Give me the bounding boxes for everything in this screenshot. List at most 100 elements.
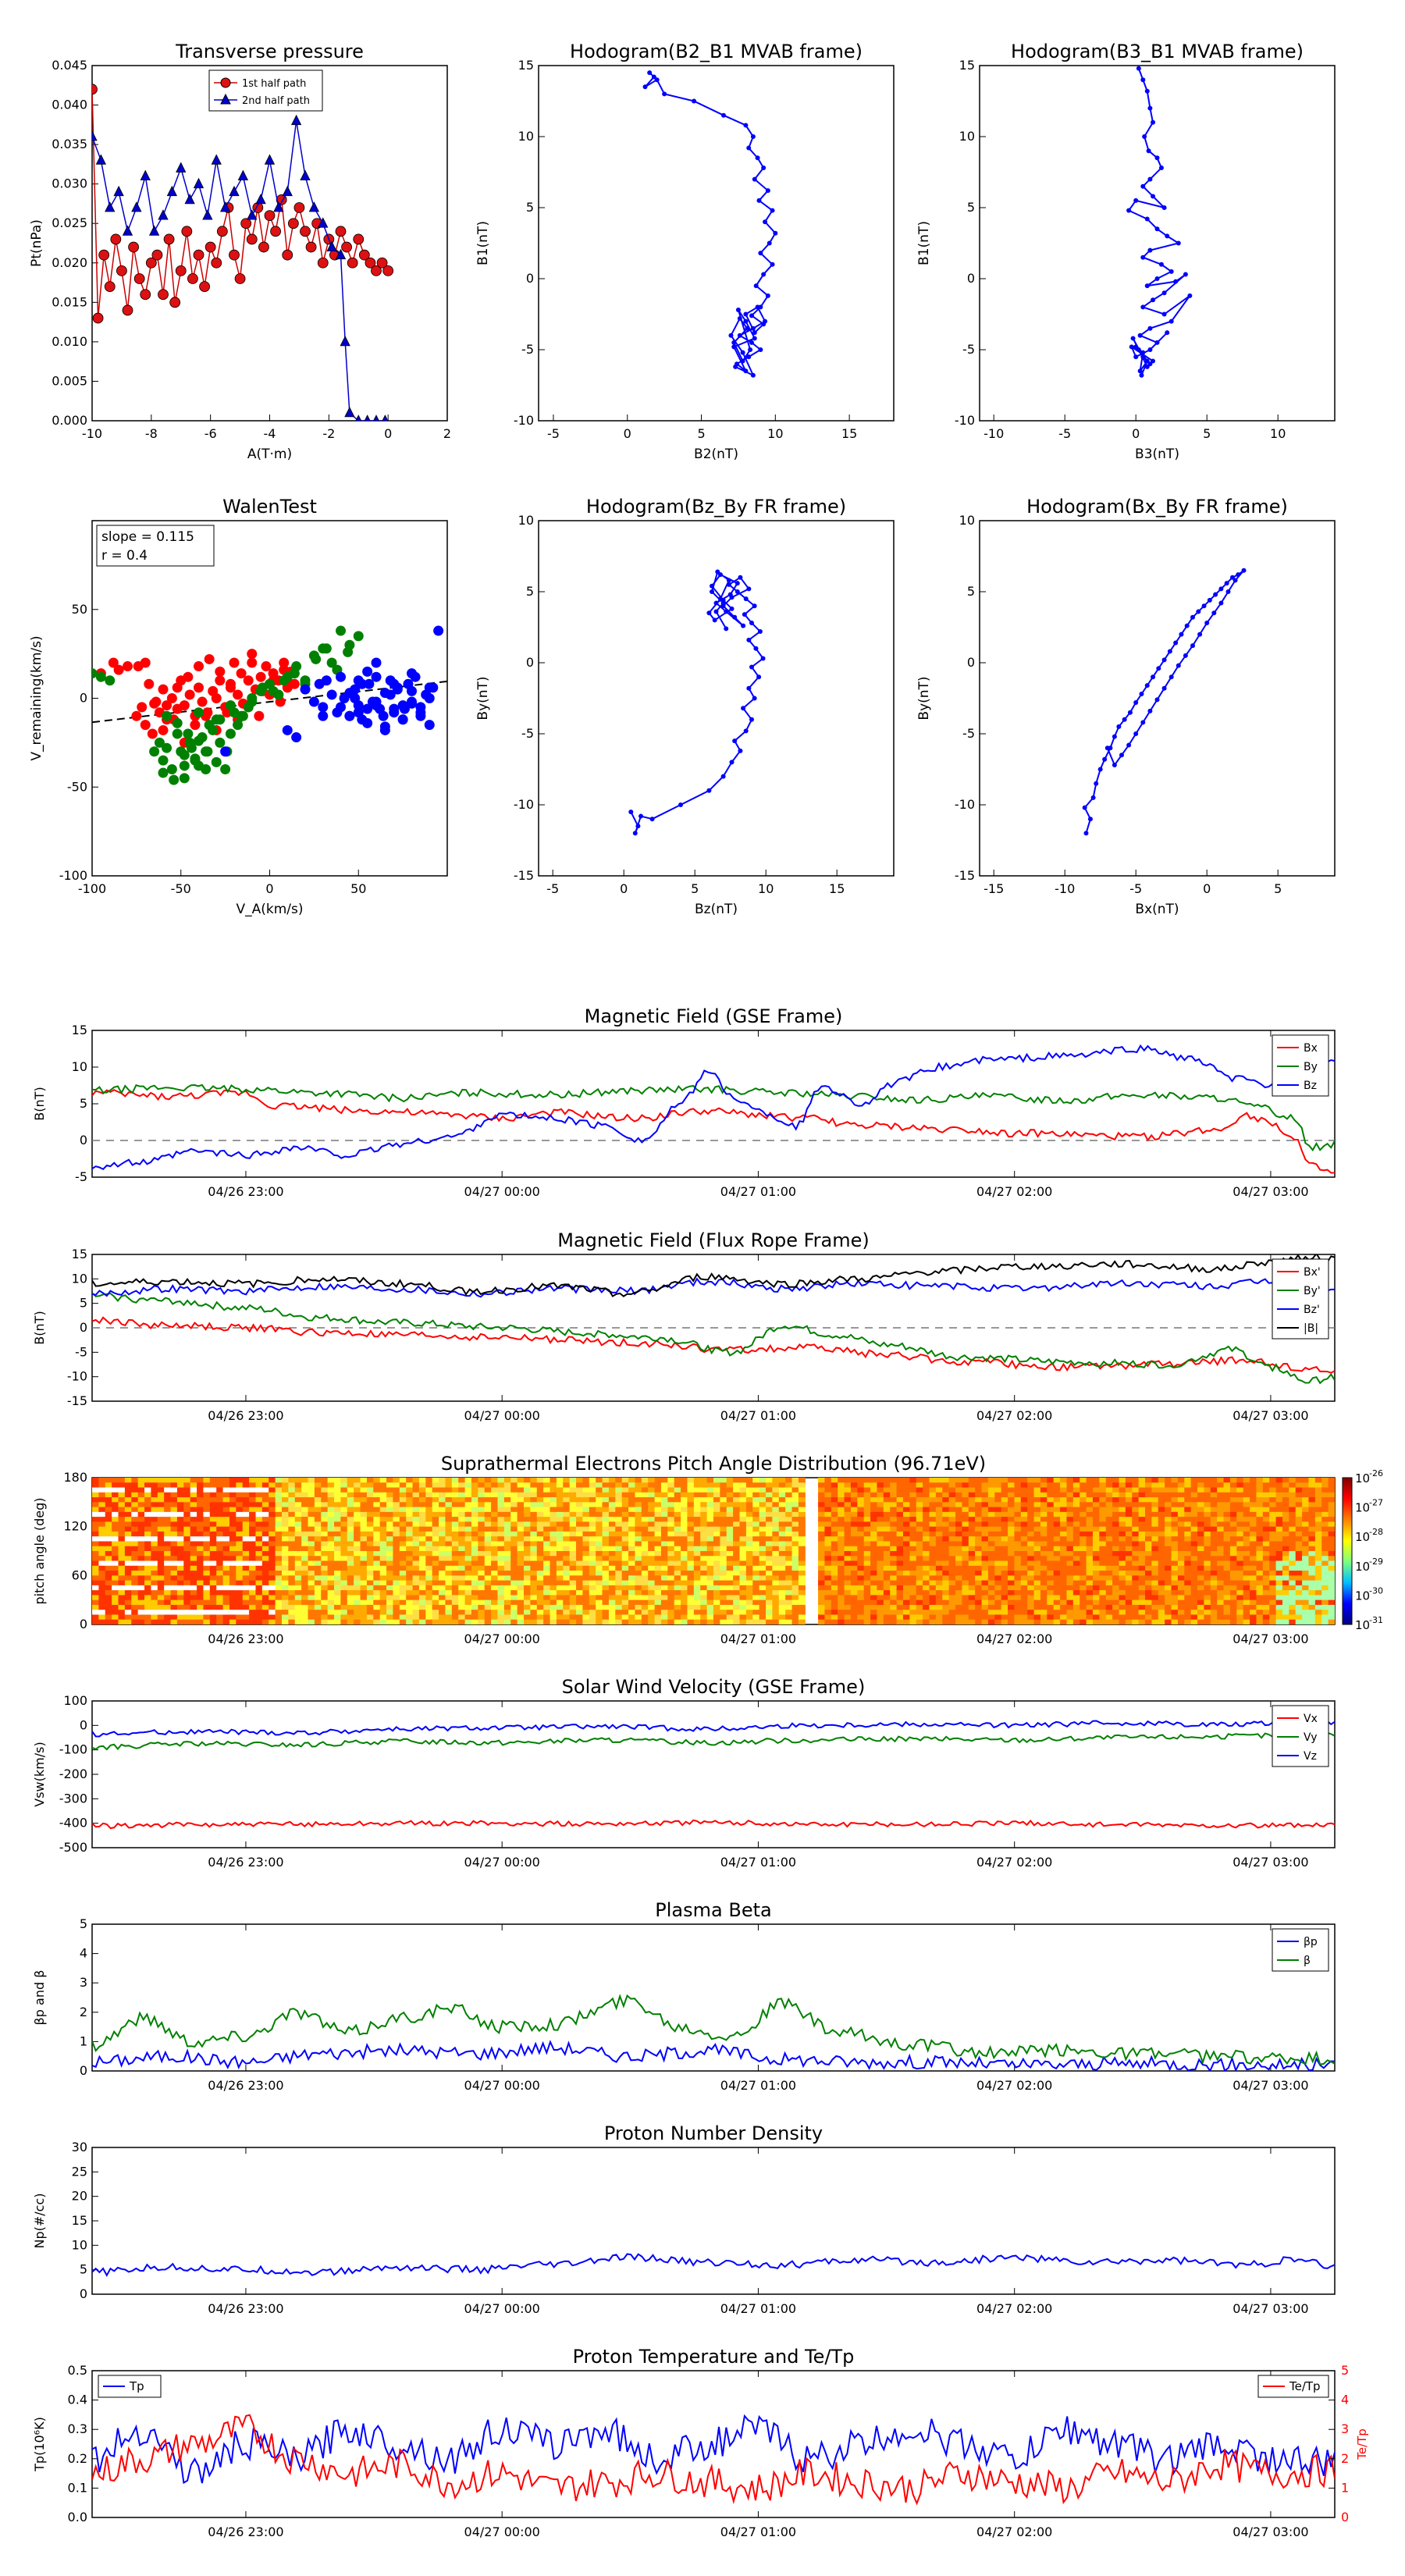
heat-cell: [222, 1541, 230, 1547]
heat-cell: [464, 1599, 472, 1606]
heat-cell: [641, 1546, 649, 1552]
heat-cell: [556, 1565, 564, 1571]
heat-cell: [994, 1580, 1002, 1586]
heat-cell: [1008, 1565, 1016, 1571]
heat-cell: [373, 1478, 381, 1483]
heat-cell: [222, 1590, 230, 1596]
heat-cell: [556, 1571, 564, 1576]
data-point: [179, 700, 190, 711]
heat-cell: [890, 1526, 898, 1532]
heat-cell: [706, 1531, 714, 1537]
data-point: [1112, 763, 1117, 768]
heat-cell: [733, 1482, 741, 1489]
data-point: [282, 249, 293, 261]
heat-cell: [1008, 1556, 1016, 1562]
heat-cell: [190, 1610, 197, 1616]
heat-cell: [379, 1482, 387, 1489]
heat-cell: [386, 1497, 394, 1503]
heat-cell: [209, 1560, 217, 1567]
heat-cell: [909, 1551, 917, 1557]
data-point: [724, 626, 729, 632]
heat-cell: [406, 1585, 414, 1591]
heat-cell: [909, 1585, 917, 1591]
heat-cell: [321, 1580, 329, 1586]
heat-cell: [261, 1482, 269, 1489]
heat-cell: [909, 1478, 917, 1483]
heat-cell: [170, 1536, 178, 1542]
heat-cell: [543, 1531, 551, 1537]
heat-cell: [301, 1531, 309, 1537]
heat-cell: [190, 1546, 197, 1552]
legend-label: Bx': [1304, 1266, 1321, 1279]
heat-cell: [615, 1619, 623, 1624]
heat-cell: [1014, 1526, 1022, 1532]
heat-cell: [818, 1541, 826, 1547]
heat-cell: [406, 1590, 414, 1596]
heat-cell: [589, 1521, 596, 1528]
heat-cell: [569, 1536, 577, 1542]
heat-cell: [255, 1571, 263, 1576]
heat-cell: [98, 1502, 106, 1508]
heat-cell: [720, 1560, 727, 1567]
heat-cell: [124, 1614, 132, 1621]
heat-cell: [530, 1507, 538, 1513]
heat-cell: [883, 1610, 891, 1616]
heat-cell: [432, 1599, 439, 1606]
heat-cell: [334, 1585, 341, 1591]
heat-cell: [360, 1565, 368, 1571]
heat-cell: [379, 1521, 387, 1528]
heat-cell: [288, 1482, 296, 1489]
heat-cell: [850, 1599, 858, 1606]
heat-cell: [412, 1556, 420, 1562]
heat-cell: [301, 1614, 309, 1621]
heat-cell: [641, 1478, 649, 1483]
data-point: [706, 788, 712, 793]
y-tick-label: 0: [526, 271, 534, 286]
heat-cell: [524, 1551, 531, 1557]
heat-cell: [909, 1619, 917, 1624]
heat-cell: [745, 1599, 753, 1606]
heat-cell: [706, 1502, 714, 1508]
heat-cell: [890, 1551, 898, 1557]
heat-cell: [720, 1619, 727, 1624]
heat-cell: [824, 1556, 832, 1562]
heat-cell: [766, 1541, 774, 1547]
heat-cell: [249, 1497, 257, 1503]
heat-cell: [857, 1599, 865, 1606]
heat-cell: [569, 1507, 577, 1513]
heat-cell: [713, 1556, 720, 1562]
heat-cell: [955, 1619, 962, 1624]
heat-cell: [261, 1526, 269, 1532]
data-point: [219, 201, 231, 212]
heat-cell: [261, 1546, 269, 1552]
heat-cell: [308, 1595, 315, 1601]
heat-cell: [530, 1580, 538, 1586]
heat-cell: [255, 1556, 263, 1562]
heat-cell: [236, 1507, 244, 1513]
heat-cell: [706, 1517, 714, 1522]
heat-cell: [543, 1517, 551, 1522]
heat-cell: [955, 1575, 962, 1582]
data-point: [350, 693, 361, 703]
heat-cell: [530, 1599, 538, 1606]
heat-cell: [975, 1604, 983, 1610]
heat-cell: [229, 1610, 237, 1616]
heat-cell: [674, 1497, 681, 1503]
heat-cell: [524, 1541, 531, 1547]
data-point: [1173, 279, 1179, 284]
heat-cell: [621, 1517, 629, 1522]
heat-cell: [92, 1511, 99, 1517]
heat-cell: [902, 1580, 910, 1586]
heat-cell: [144, 1590, 152, 1596]
heat-cell: [399, 1531, 407, 1537]
heat-cell: [700, 1610, 708, 1616]
heat-cell: [700, 1517, 708, 1522]
heat-cell: [909, 1595, 917, 1601]
heat-cell: [857, 1531, 865, 1537]
data-point: [371, 265, 382, 276]
heat-cell: [713, 1521, 720, 1528]
heat-cell: [432, 1571, 439, 1576]
heat-cell: [785, 1536, 793, 1542]
heat-cell: [151, 1585, 158, 1591]
heat-cell: [510, 1497, 518, 1503]
